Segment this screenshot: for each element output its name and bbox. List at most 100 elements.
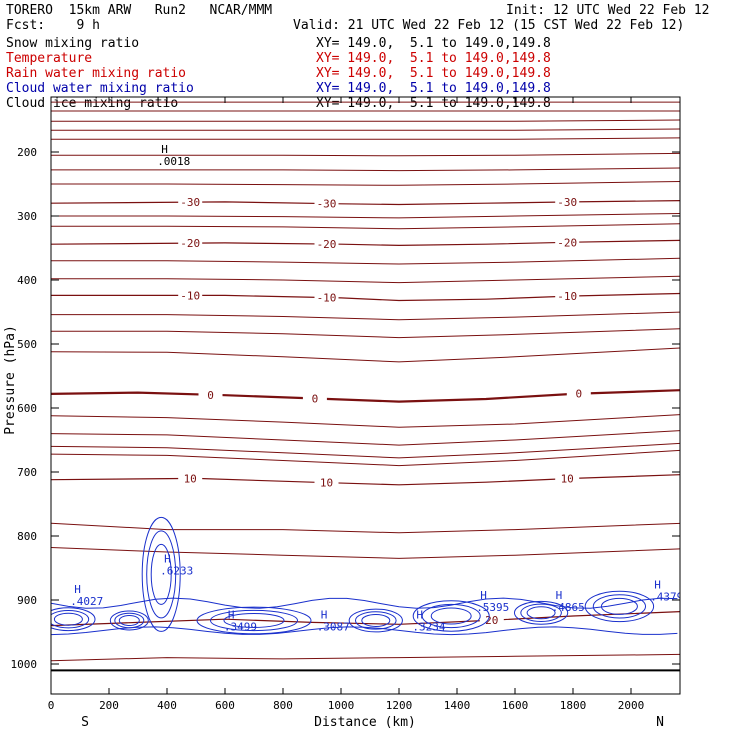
y-axis-label: Pressure (hPa): [3, 325, 18, 435]
extremum-marker: H: [631, 75, 638, 88]
extremum-value: .000755: [627, 87, 673, 100]
extremum-marker: H: [556, 589, 563, 602]
x-axis-label: Distance (km): [314, 715, 416, 730]
isotherm-unlabeled: [51, 653, 680, 662]
isotherm-unlabeled: [51, 275, 680, 284]
cloud-water-contour: [520, 603, 562, 622]
isotherm-unlabeled: [51, 442, 680, 459]
x-tick-label: 600: [215, 699, 235, 712]
extremum-value: .00024: [540, 87, 580, 100]
extremum-marker: H: [480, 589, 487, 602]
isotherm-unlabeled: [51, 119, 680, 122]
x-tick-label: 0: [48, 699, 55, 712]
y-tick-label: 400: [17, 274, 37, 287]
cloud-water-band-bottom: [51, 626, 678, 636]
isotherm-unlabeled: [51, 223, 680, 230]
cloud-water-contour: [51, 607, 96, 632]
legend-xy-temperature: XY= 149.0, 5.1 to 149.0,149.8: [316, 51, 551, 66]
isotherm-unlabeled: [51, 128, 680, 131]
isotherm-label: -20: [557, 236, 577, 249]
init-time: Init: 12 UTC Wed 22 Feb 12: [506, 3, 710, 18]
y-tick-label: 600: [17, 402, 37, 415]
x-tick-label: 2000: [618, 699, 645, 712]
isotherm-label: -20: [317, 238, 337, 251]
isotherm-label: 20: [485, 614, 498, 627]
isotherm-unlabeled: [51, 152, 680, 157]
isotherm-label: -20: [180, 237, 200, 250]
cloud-water-contour: [592, 594, 647, 619]
cloud-water-contour: [355, 611, 397, 630]
cloud-water-contour: [146, 530, 177, 619]
isotherm--30: [51, 200, 680, 206]
isotherm-unlabeled: [51, 212, 680, 219]
south-end-label: S: [81, 715, 89, 730]
cloud-water-contour: [223, 612, 285, 628]
legend-field-cloud-water: Cloud water mixing ratio: [6, 81, 194, 96]
isotherm-label: -30: [317, 198, 337, 211]
cloud-water-contour: [514, 600, 569, 625]
x-tick-label: 400: [157, 699, 177, 712]
cloud-water-contour: [361, 613, 391, 627]
cloud-water-contour: [51, 610, 90, 629]
legend-xy-rain: XY= 149.0, 5.1 to 149.0,149.8: [316, 66, 551, 81]
forecast-hour: Fcst: 9 h: [6, 18, 100, 33]
cloud-water-band-top: [51, 597, 678, 609]
isotherm-unlabeled: [51, 522, 680, 534]
cloud-water-contour: [430, 607, 472, 625]
cloud-water-contour: [109, 610, 149, 631]
cloud-water-contour: [600, 597, 638, 615]
extremum-marker: H: [228, 608, 235, 621]
cloud-water-contour: [412, 600, 490, 632]
cloud-water-contour: [196, 606, 312, 635]
x-tick-label: 200: [99, 699, 119, 712]
isotherm-label: -10: [180, 289, 200, 302]
isotherm-unlabeled: [51, 257, 680, 265]
x-tick-label: 800: [273, 699, 293, 712]
x-tick-label: 1800: [560, 699, 587, 712]
x-tick-label: 1600: [502, 699, 529, 712]
isotherm-label: 10: [184, 472, 197, 485]
legend-field-temperature: Temperature: [6, 51, 93, 66]
isotherm--20: [51, 239, 680, 247]
model-title: TORERO 15km ARW Run2 NCAR/MMM: [6, 3, 273, 18]
extremum-marker: H: [164, 553, 171, 566]
isotherm-label: 0: [575, 388, 582, 401]
isotherm-label: -30: [180, 196, 200, 209]
cloud-water-contour: [348, 608, 403, 633]
cloud-water-contour: [53, 612, 83, 626]
legend-xy-cloud-ice: XY= 149.0, 5.1 to 149.0,149.8: [316, 96, 551, 111]
north-end-label: N: [656, 715, 664, 730]
legend-field-rain: Rain water mixing ratio: [6, 66, 187, 81]
y-tick-label: 500: [17, 338, 37, 351]
x-tick-label: 1400: [444, 699, 471, 712]
y-tick-label: 1000: [11, 658, 38, 671]
isotherm-unlabeled: [51, 347, 680, 363]
isotherm-label: -30: [557, 196, 577, 209]
isotherm-unlabeled: [51, 430, 680, 446]
extremum-value: .6233: [160, 565, 193, 578]
cloud-water-contour: [584, 590, 655, 623]
isotherm--10: [51, 292, 680, 302]
isotherm-unlabeled: [51, 414, 680, 428]
isotherm-unlabeled: [51, 180, 680, 186]
plot-frame: [50, 96, 681, 695]
isotherm-0: [51, 389, 680, 403]
isotherm-10: [51, 474, 680, 486]
x-tick-label: 1200: [386, 699, 413, 712]
isotherm-unlabeled: [51, 137, 680, 140]
extremum-value: .5395: [476, 601, 509, 614]
legend-field-cloud-ice: Cloud ice mixing ratio: [6, 96, 179, 111]
y-tick-label: 300: [17, 210, 37, 223]
extremum-marker: H: [654, 578, 661, 591]
isotherm-label: 10: [320, 477, 333, 490]
extremum-marker: H: [321, 608, 328, 621]
extremum-marker: H: [161, 143, 168, 156]
x-tick-label: 1000: [328, 699, 355, 712]
valid-time: Valid: 21 UTC Wed 22 Feb 12 (15 CST Wed …: [293, 18, 685, 33]
extremum-value: .3499: [224, 620, 257, 633]
extremum-value: .4865: [552, 601, 585, 614]
extremum-value: .3234: [412, 620, 445, 633]
cloud-water-contour: [210, 609, 298, 632]
y-tick-label: 200: [17, 146, 37, 159]
